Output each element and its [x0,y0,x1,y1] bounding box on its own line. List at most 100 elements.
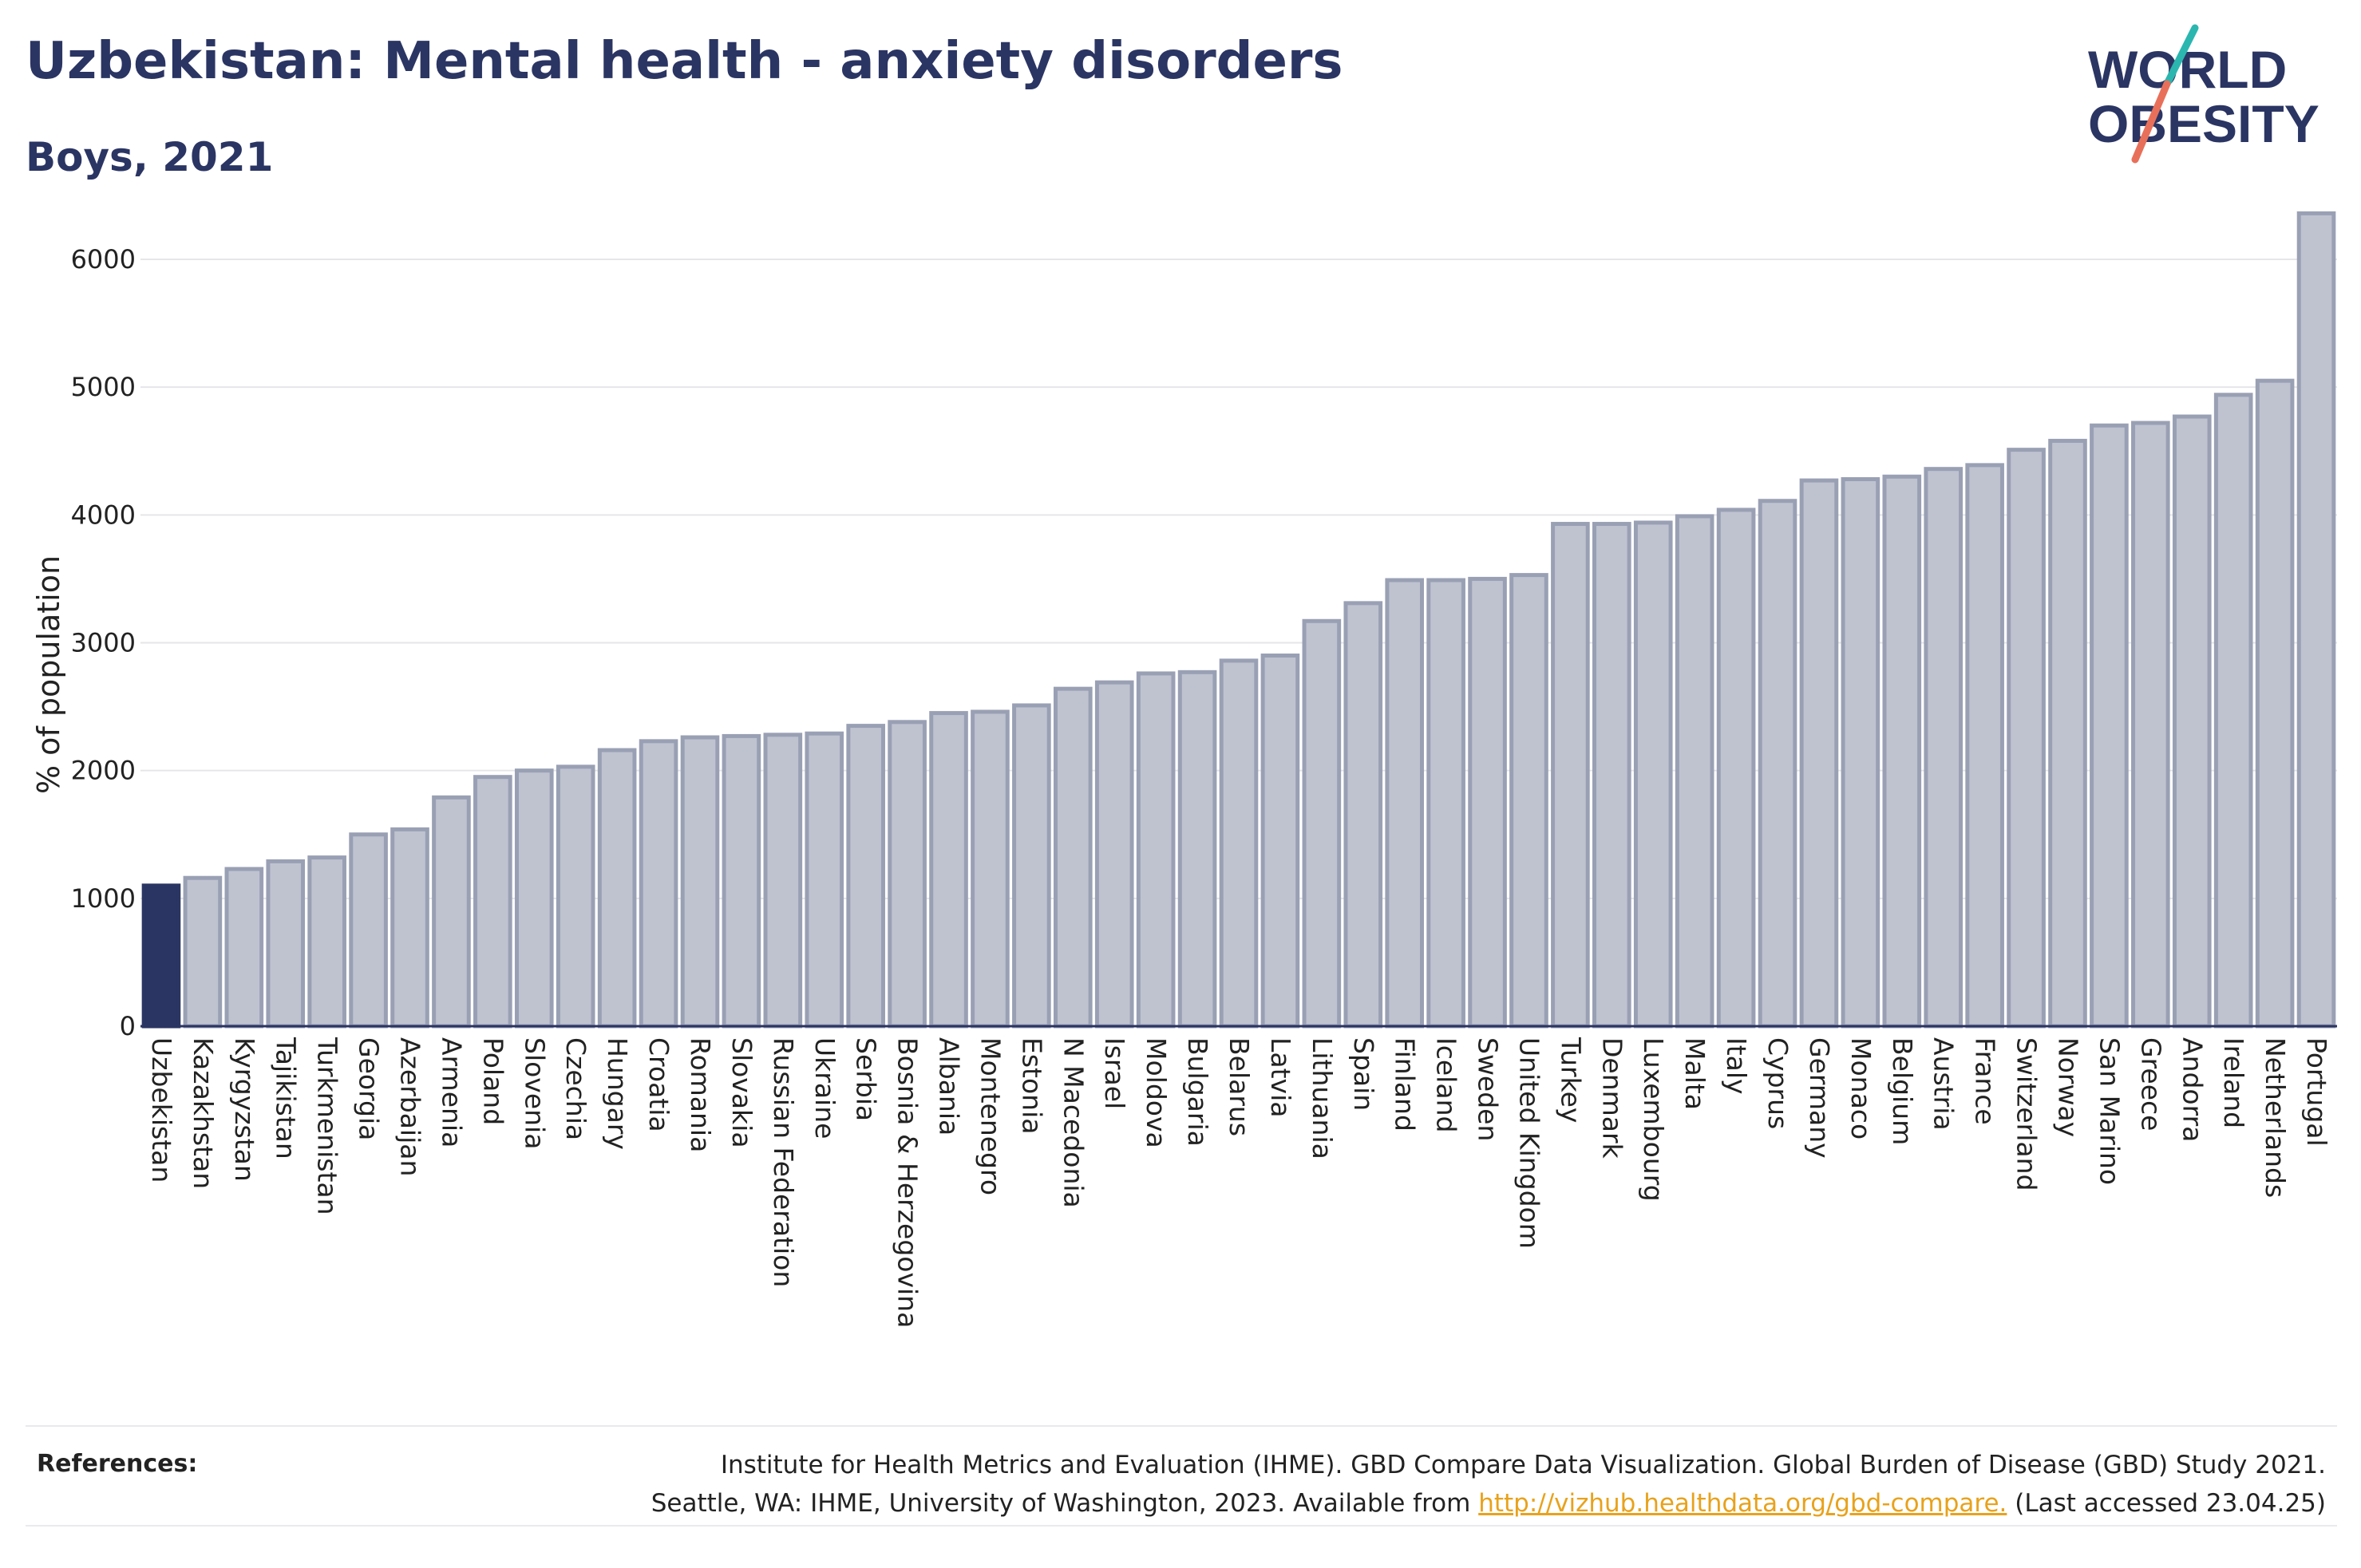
references-line-2-suffix: (Last accessed 23.04.25) [2007,1489,2326,1518]
bar-andorra [2172,414,2212,1029]
x-tick-label: Kyrgyzstan [229,1037,260,1182]
x-tick-label: Azerbaijan [395,1037,426,1176]
bar-tajikistan [266,859,306,1029]
bar-moldova [1136,671,1176,1029]
x-tick-label: Montenegro [975,1037,1006,1195]
references-line-1: Institute for Health Metrics and Evaluat… [720,1451,2326,1479]
x-tick-label: Albania [934,1037,965,1136]
y-tick-label: 5000 [71,372,136,402]
references-text: Institute for Health Metrics and Evaluat… [490,1446,2326,1523]
bar-poland [473,775,512,1029]
x-tick-label: Czechia [560,1037,591,1140]
bar-serbia [846,724,885,1029]
x-tick-label: Croatia [643,1037,674,1132]
references-label: References: [37,1450,198,1478]
x-tick-label: Romania [685,1037,716,1152]
x-tick-label: Poland [477,1037,508,1125]
bar-estonia [1012,703,1051,1029]
x-tick-label: Slovakia [726,1037,757,1148]
x-tick-label: Turkmenistan [312,1037,343,1215]
x-tick-label: Austria [1928,1037,1960,1131]
bar-netherlands [2255,378,2295,1029]
bar-czechia [556,764,595,1029]
bar-greece [2131,421,2170,1029]
bar-georgia [349,832,388,1029]
bar-belgium [1882,474,1922,1029]
x-tick-label: Spain [1348,1037,1379,1111]
x-tick-label: Russian Federation [768,1037,799,1287]
bar-slovakia [722,733,761,1029]
bar-malta [1675,514,1714,1029]
x-tick-label: Israel [1099,1037,1130,1109]
bar-cyprus [1758,499,1797,1029]
bar-turkey [1551,522,1590,1029]
bar-spain [1343,601,1383,1029]
x-tick-label: Iceland [1431,1037,1462,1132]
bar-norway [2048,438,2087,1029]
bar-kazakhstan [183,875,223,1029]
x-tick-label: Ukraine [809,1037,840,1139]
bar-bulgaria [1177,669,1217,1029]
x-tick-label: Norway [2052,1037,2083,1137]
bar-belarus [1219,658,1259,1029]
bar-sweden [1468,576,1507,1029]
x-tick-label: Uzbekistan [146,1037,177,1183]
bar-switzerland [2007,448,2046,1029]
x-tick-label: Bosnia & Herzegovina [892,1037,923,1328]
bar-romania [680,735,720,1029]
x-tick-label: Hungary [602,1037,633,1150]
x-tick-label: Belarus [1224,1037,1255,1136]
x-tick-label: Cyprus [1762,1037,1793,1129]
x-tick-label: Serbia [851,1037,882,1121]
bar-portugal [2296,211,2336,1029]
bar-bosnia-herzegovina [888,720,927,1029]
x-tick-label: Belgium [1887,1037,1918,1145]
x-tick-label: Malta [1679,1037,1710,1110]
bar-finland [1385,578,1425,1029]
y-tick-label: 2000 [71,756,136,786]
bar-monaco [1841,476,1880,1029]
bar-russian-federation [763,733,803,1029]
logo-slash-coral-icon [2131,80,2171,164]
references-line-2-prefix: Seattle, WA: IHME, University of Washing… [651,1489,1479,1518]
x-axis-labels: Uzbekistan Kazakhstan Kyrgyzstan Tajikistan… [146,1037,2332,1328]
bar-lithuania [1302,618,1342,1029]
x-tick-label: Armenia [436,1037,467,1147]
bar-azerbaijan [390,827,429,1029]
references-link[interactable]: http://vizhub.healthdata.org/gbd-compare… [1478,1489,2007,1518]
bar-n-macedonia [1053,686,1093,1029]
bar-croatia [639,739,678,1029]
x-tick-label: Latvia [1265,1037,1296,1117]
y-axis-ticks: 0 1000 2000 3000 4000 5000 6000 [71,244,136,1041]
x-tick-label: Ireland [2218,1037,2249,1128]
x-tick-label: Tajikistan [271,1037,302,1159]
y-axis-label: % of population [31,555,66,794]
x-tick-label: Moldova [1141,1037,1172,1148]
bar-san-marino [2090,423,2129,1029]
x-tick-label: Luxembourg [1638,1037,1669,1202]
bar-ukraine [805,731,844,1029]
x-tick-label: San Marino [2094,1037,2125,1185]
bar-ireland [2213,393,2253,1029]
bar-hungary [597,748,637,1029]
bar-albania [929,711,968,1029]
x-tick-label: Monaco [1845,1037,1877,1139]
references-divider-bottom [26,1525,2337,1527]
x-tick-label: Lithuania [1307,1037,1338,1159]
x-tick-label: Germany [1804,1037,1835,1159]
references-divider-top [26,1425,2337,1427]
page-title: Uzbekistan: Mental health - anxiety diso… [26,32,1343,91]
bar-kyrgyzstan [224,867,264,1029]
logo-slash-teal-icon [2163,24,2199,88]
x-tick-label: United Kingdom [1513,1037,1544,1249]
world-obesity-logo: WORLD OBESITY [2088,24,2319,164]
references-line-2: Seattle, WA: IHME, University of Washing… [490,1484,2326,1523]
x-tick-label: Greece [2135,1037,2166,1131]
x-tick-label: Turkey [1555,1037,1586,1123]
x-tick-label: Slovenia [519,1037,550,1149]
x-tick-label: Denmark [1596,1037,1627,1159]
bar-austria [1924,467,1964,1029]
bar-iceland [1426,578,1465,1029]
bar-denmark [1592,522,1631,1029]
x-tick-label: Bulgaria [1182,1037,1213,1147]
